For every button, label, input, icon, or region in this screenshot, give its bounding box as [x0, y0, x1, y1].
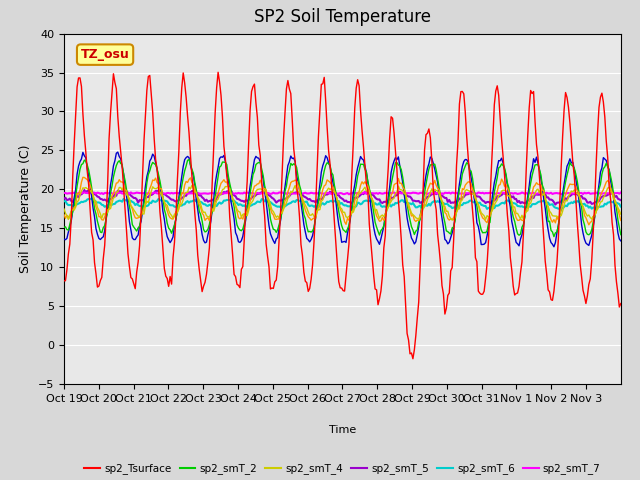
- Title: SP2 Soil Temperature: SP2 Soil Temperature: [254, 9, 431, 26]
- X-axis label: Time: Time: [329, 424, 356, 434]
- Text: TZ_osu: TZ_osu: [81, 48, 129, 61]
- Legend: sp2_Tsurface, sp2_smT_1, sp2_smT_2, sp2_smT_3, sp2_smT_4, sp2_smT_5, sp2_smT_6, : sp2_Tsurface, sp2_smT_1, sp2_smT_2, sp2_…: [80, 459, 605, 480]
- Y-axis label: Soil Temperature (C): Soil Temperature (C): [19, 144, 33, 273]
